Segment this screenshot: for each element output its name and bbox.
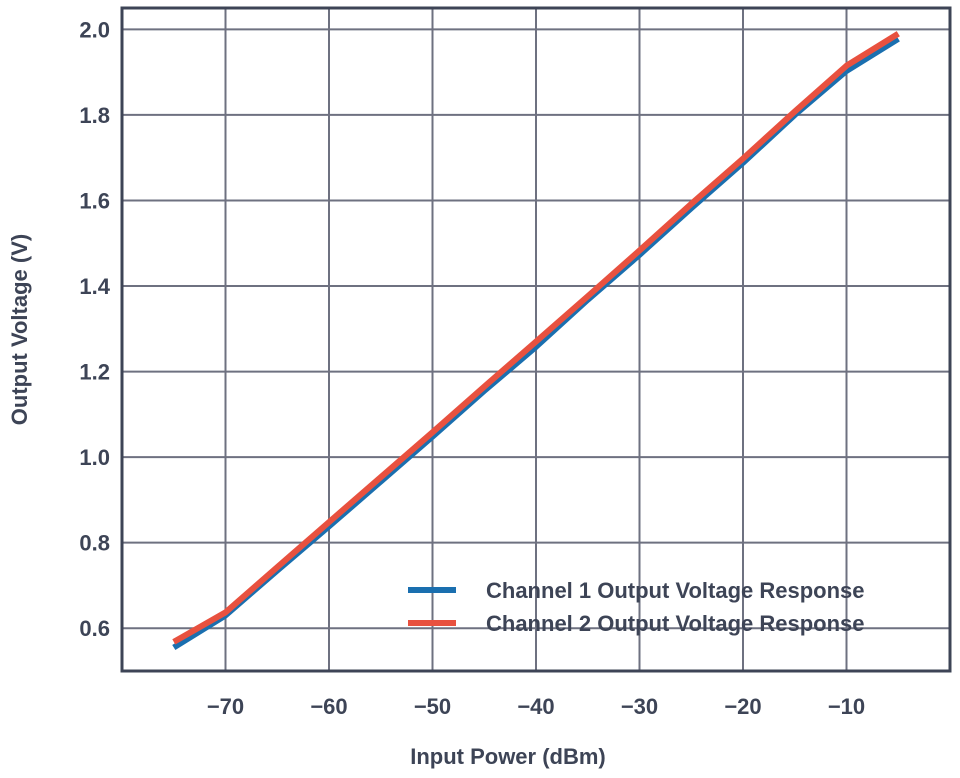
y-tick-label: 2.0 (79, 17, 110, 42)
legend-label-1: Channel 1 Output Voltage Response (486, 578, 865, 603)
x-tick-label: −70 (207, 694, 244, 719)
y-tick-label: 0.6 (79, 616, 110, 641)
x-axis-title: Input Power (dBm) (410, 744, 606, 769)
y-axis-title: Output Voltage (V) (7, 234, 32, 425)
x-tick-label: −20 (724, 694, 761, 719)
y-tick-label: 0.8 (79, 531, 110, 556)
y-tick-label: 1.2 (79, 360, 110, 385)
plot-series (172, 31, 900, 651)
y-tick-label: 1.4 (79, 274, 110, 299)
y-tick-label: 1.6 (79, 188, 110, 213)
x-tick-label: −50 (414, 694, 451, 719)
plot-frame (120, 6, 952, 673)
y-tick-label: 1.8 (79, 103, 110, 128)
x-tick-label: −30 (621, 694, 658, 719)
x-tick-label: −10 (828, 694, 865, 719)
series-line-2 (172, 31, 900, 645)
x-tick-label: −60 (310, 694, 347, 719)
legend-label-2: Channel 2 Output Voltage Response (486, 611, 865, 636)
legend: Channel 1 Output Voltage Response Channel… (408, 578, 865, 636)
y-tick-labels: 0.6 0.8 1.0 1.2 1.4 1.6 1.8 2.0 (79, 17, 110, 641)
x-tick-labels: −70 −60 −50 −40 −30 −20 −10 (207, 694, 865, 719)
y-tick-label: 1.0 (79, 445, 110, 470)
grid (122, 8, 950, 671)
x-tick-label: −40 (517, 694, 554, 719)
